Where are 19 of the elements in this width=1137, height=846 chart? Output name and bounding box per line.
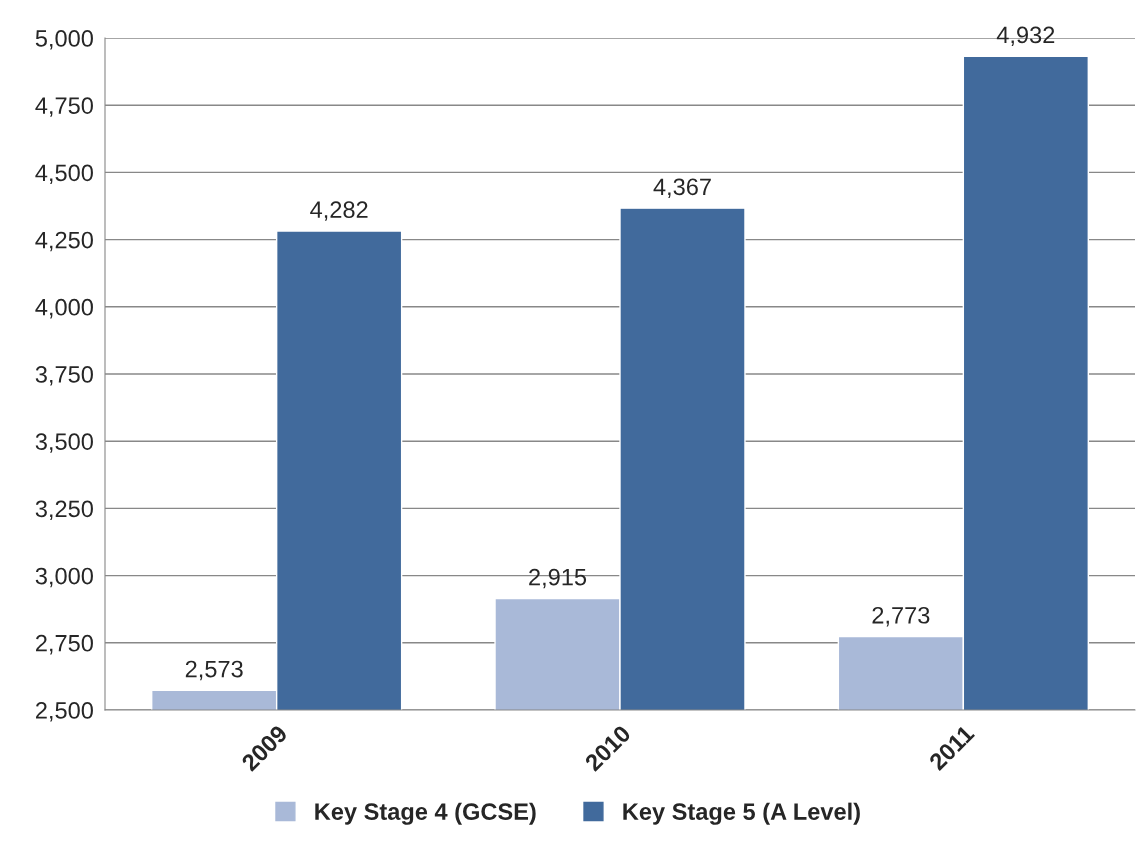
y-tick-label: 2,750 bbox=[36, 634, 93, 655]
data-label: 2,915 bbox=[529, 568, 587, 589]
data-label: 2,573 bbox=[185, 660, 243, 681]
data-label: 2,773 bbox=[872, 606, 930, 627]
y-tick-label: 3,000 bbox=[35, 567, 93, 588]
legend-label: Key Stage 4 (GCSE) bbox=[315, 802, 536, 825]
y-tick-label: 4,500 bbox=[35, 164, 93, 184]
y-tick-label: 4,000 bbox=[35, 298, 93, 319]
data-label: 4,282 bbox=[310, 201, 368, 221]
y-tick-label: 3,750 bbox=[35, 366, 93, 386]
y-tick-label: 5,000 bbox=[35, 30, 93, 50]
y-tick-label: 3,250 bbox=[35, 500, 93, 520]
data-label: 4,367 bbox=[653, 178, 711, 198]
y-tick-label: 4,750 bbox=[35, 97, 93, 117]
y-tick-label: 3,500 bbox=[35, 433, 93, 453]
data-label: 4,932 bbox=[996, 26, 1055, 47]
y-tick-label: 4,250 bbox=[35, 231, 93, 252]
legend-label: Key Stage 5 (A Level) bbox=[623, 802, 860, 825]
y-tick-label: 2,500 bbox=[36, 702, 93, 722]
